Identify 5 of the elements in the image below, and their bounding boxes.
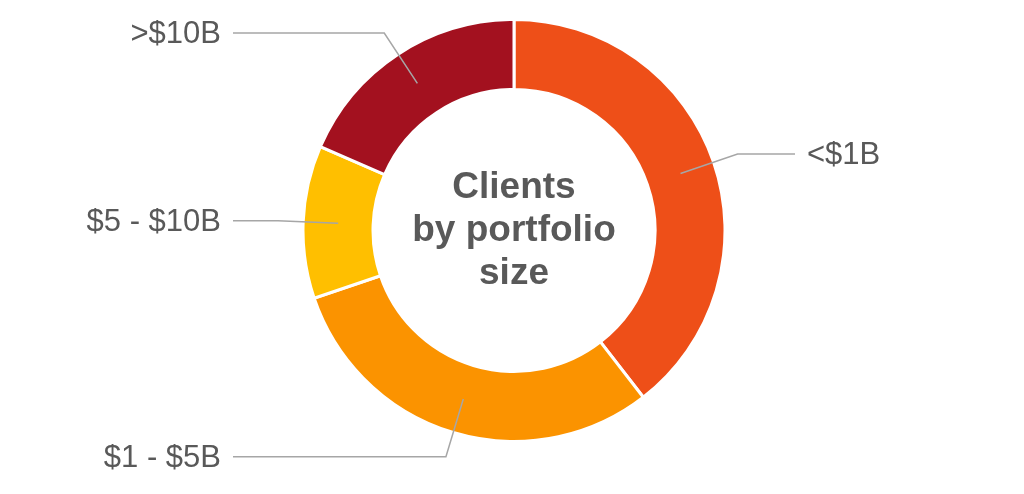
text: Clients by portfolio size xyxy=(411,164,617,293)
slice-label: $1 - $5B xyxy=(103,439,221,475)
slice-label: <$1B xyxy=(807,136,881,172)
slice-label: >$10B xyxy=(130,15,221,51)
slice-label: $5 - $10B xyxy=(86,203,221,239)
